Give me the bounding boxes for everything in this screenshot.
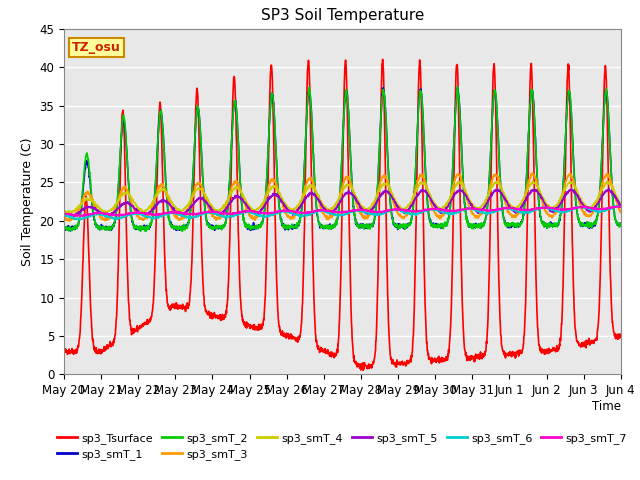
sp3_smT_1 [359,222,367,228]
sp3_smT_4 [529,178,536,184]
sp3_smT_4 [617,200,625,206]
sp3_smT_6 [371,212,379,217]
sp3_smT_2 [60,226,68,231]
sp3_smT_6 [568,206,575,212]
sp3_smT_4 [371,198,379,204]
sp3_smT_4 [216,208,223,214]
sp3_Tsurface [60,348,68,353]
sp3_smT_1 [454,84,461,90]
sp3_smT_6 [617,203,625,209]
sp3_smT_1 [568,127,576,132]
sp3_smT_3 [371,199,379,205]
Line: sp3_Tsurface: sp3_Tsurface [64,60,621,371]
sp3_smT_7 [79,213,86,219]
sp3_smT_5 [605,186,612,192]
sp3_smT_7 [617,204,625,209]
sp3_smT_2 [371,215,379,221]
Line: sp3_smT_3: sp3_smT_3 [64,173,621,221]
sp3_smT_6 [75,217,83,223]
sp3_smT_7 [371,209,379,215]
sp3_smT_5 [568,187,575,193]
sp3_smT_3 [65,218,73,224]
sp3_smT_3 [529,170,536,176]
sp3_smT_2 [359,224,367,230]
sp3_smT_4 [359,204,367,210]
Line: sp3_smT_6: sp3_smT_6 [64,206,621,220]
sp3_smT_1 [584,222,591,228]
sp3_smT_2 [216,223,223,228]
sp3_smT_3 [60,215,68,220]
sp3_Tsurface [359,368,367,373]
sp3_smT_6 [359,208,367,214]
sp3_smT_1 [371,212,379,218]
sp3_smT_7 [617,204,625,210]
sp3_smT_5 [60,212,68,218]
sp3_smT_3 [504,209,512,215]
sp3_smT_3 [568,176,576,181]
sp3_smT_5 [617,204,625,209]
sp3_smT_5 [359,207,367,213]
Legend: sp3_Tsurface, sp3_smT_1, sp3_smT_2, sp3_smT_3, sp3_smT_4, sp3_smT_5, sp3_smT_6, : sp3_Tsurface, sp3_smT_1, sp3_smT_2, sp3_… [53,428,632,465]
sp3_smT_2 [568,127,576,132]
sp3_smT_5 [66,214,74,220]
sp3_smT_1 [60,227,68,233]
sp3_smT_2 [179,228,186,234]
Line: sp3_smT_2: sp3_smT_2 [64,87,621,231]
sp3_smT_6 [613,203,621,209]
sp3_smT_3 [584,213,591,219]
sp3_smT_4 [60,207,68,213]
Line: sp3_smT_4: sp3_smT_4 [64,181,621,214]
Text: Time: Time [592,400,621,413]
Title: SP3 Soil Temperature: SP3 Soil Temperature [260,9,424,24]
sp3_smT_1 [216,225,223,231]
Line: sp3_smT_7: sp3_smT_7 [64,206,621,216]
sp3_smT_5 [216,212,223,217]
sp3_smT_7 [216,210,223,216]
Line: sp3_smT_1: sp3_smT_1 [64,87,621,231]
sp3_smT_3 [359,212,367,218]
sp3_smT_4 [504,201,512,206]
sp3_smT_6 [216,212,223,218]
sp3_smT_5 [371,203,379,208]
sp3_smT_6 [60,212,68,217]
sp3_Tsurface [379,57,387,62]
sp3_smT_3 [617,210,625,216]
sp3_smT_1 [67,228,74,234]
sp3_Tsurface [584,339,591,345]
sp3_smT_1 [505,223,513,228]
sp3_Tsurface [371,353,379,359]
sp3_smT_2 [454,84,461,90]
sp3_smT_7 [504,205,512,211]
sp3_Tsurface [216,313,223,319]
sp3_Tsurface [505,353,513,359]
sp3_smT_6 [584,205,591,211]
sp3_smT_6 [504,205,512,211]
sp3_smT_7 [568,206,575,212]
sp3_smT_4 [584,204,591,210]
sp3_Tsurface [568,221,576,227]
sp3_smT_4 [568,180,576,186]
sp3_smT_7 [584,204,591,210]
sp3_smT_2 [617,221,625,227]
sp3_smT_5 [504,202,512,208]
sp3_smT_5 [584,208,591,214]
Y-axis label: Soil Temperature (C): Soil Temperature (C) [21,137,34,266]
Text: TZ_osu: TZ_osu [72,41,121,54]
sp3_Tsurface [617,332,625,338]
sp3_smT_3 [216,216,223,221]
sp3_Tsurface [358,360,366,366]
Line: sp3_smT_5: sp3_smT_5 [64,189,621,217]
sp3_smT_2 [584,219,591,225]
sp3_smT_4 [65,211,73,216]
sp3_smT_7 [359,206,367,212]
sp3_smT_2 [505,222,513,228]
sp3_smT_7 [60,211,68,217]
sp3_smT_1 [617,222,625,228]
